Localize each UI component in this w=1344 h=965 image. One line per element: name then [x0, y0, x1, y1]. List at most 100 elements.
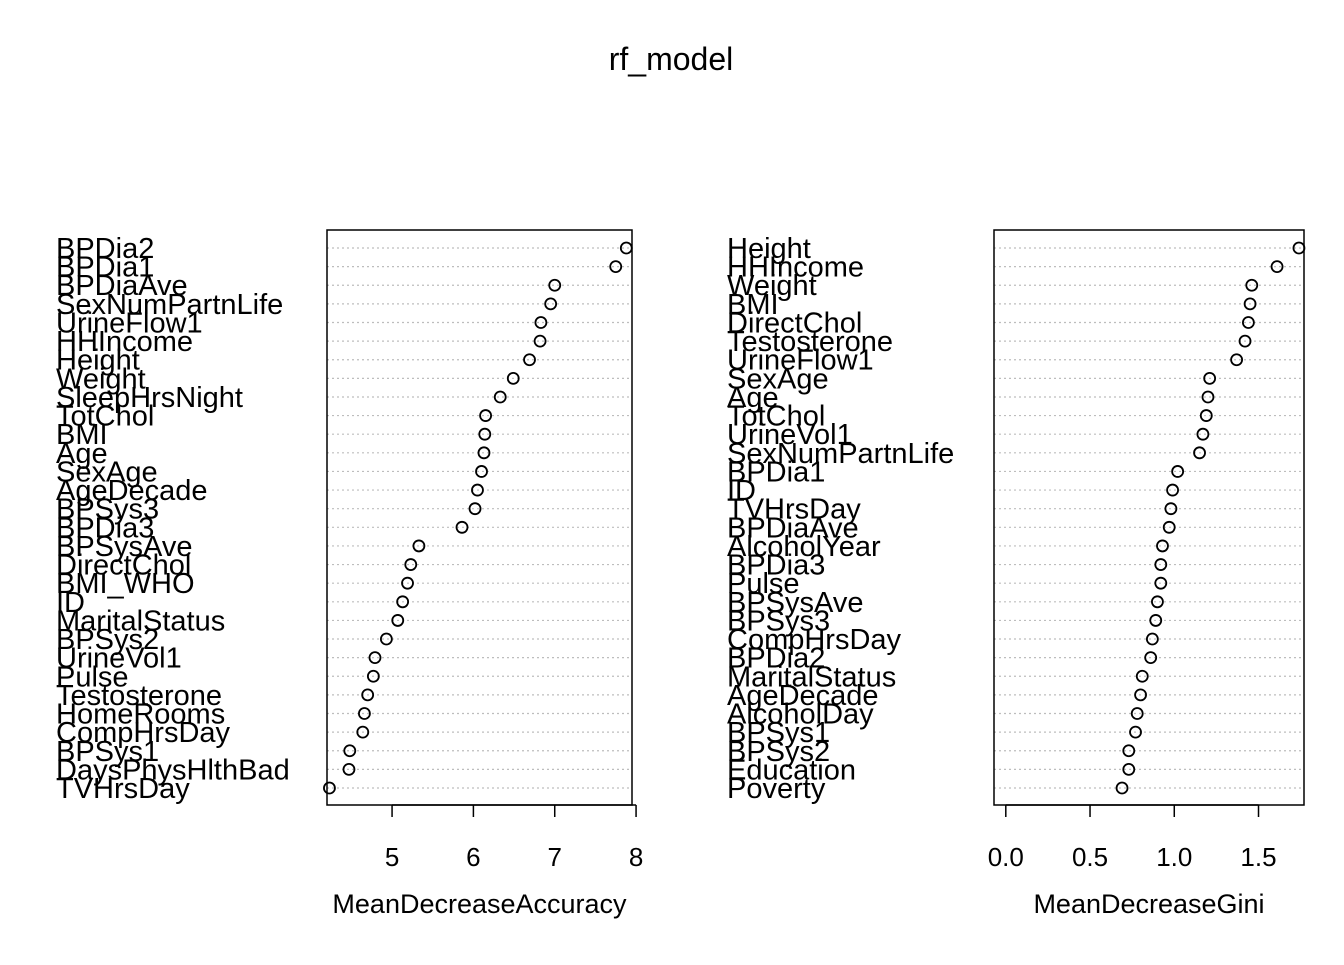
row-label: HHIncome	[56, 326, 193, 358]
data-point	[1166, 483, 1179, 497]
row-label: Age	[727, 382, 779, 414]
data-point	[534, 316, 548, 329]
row-label: Height	[727, 233, 811, 265]
data-point	[479, 409, 493, 422]
data-point	[379, 632, 393, 646]
data-point	[1201, 390, 1215, 404]
row-label: BPSys3	[727, 605, 830, 637]
data-point	[356, 725, 370, 739]
data-point	[1162, 520, 1176, 534]
row-label: Pulse	[727, 568, 800, 600]
data-point	[455, 520, 469, 534]
data-point	[343, 744, 357, 758]
data-point	[1245, 278, 1259, 292]
data-point	[366, 669, 380, 683]
data-point	[609, 260, 623, 274]
row-label: Height	[56, 345, 140, 377]
data-point	[1171, 465, 1185, 478]
row-label: BPSysAve	[727, 587, 863, 619]
row-label: BPDia1	[727, 456, 825, 488]
data-point	[323, 781, 336, 795]
data-point	[1144, 651, 1158, 665]
data-point	[1122, 762, 1136, 776]
plot-frame	[993, 229, 1305, 806]
row-label: TotChol	[727, 401, 825, 433]
data-point	[391, 614, 405, 627]
panel-mean-decrease-gini: HeightHHIncomeWeightBMIDirectCholTestost…	[727, 229, 1306, 919]
row-label: Pulse	[56, 661, 129, 693]
row-label: Testosterone	[727, 326, 893, 358]
chart-title: rf_model	[609, 41, 734, 77]
data-point	[1129, 725, 1142, 739]
data-point	[361, 688, 375, 702]
row-label: BPSys2	[727, 736, 830, 768]
x-tick-label: 1.0	[1156, 842, 1192, 872]
data-point	[493, 390, 507, 404]
data-point	[1134, 688, 1147, 702]
row-label: Weight	[56, 363, 146, 395]
row-label: BPDia2	[56, 233, 154, 265]
row-label: CompHrsDay	[727, 624, 902, 656]
row-label: MaritalStatus	[727, 661, 896, 693]
data-point	[1196, 427, 1210, 441]
data-point	[1242, 316, 1255, 329]
x-tick-label: 7	[547, 842, 561, 872]
data-point	[358, 707, 371, 720]
row-label: HHIncome	[727, 252, 864, 284]
row-label: BPDia3	[56, 512, 154, 544]
row-label: UrineVol1	[56, 643, 182, 675]
data-point	[412, 539, 426, 553]
data-point	[1151, 595, 1164, 609]
row-label: BPDia2	[727, 643, 825, 675]
x-tick-label: 0.0	[988, 842, 1024, 872]
data-point	[396, 595, 410, 609]
data-point	[1154, 576, 1168, 590]
data-point	[1156, 539, 1169, 553]
data-point	[548, 278, 562, 292]
data-point	[1203, 371, 1217, 385]
row-label: BPSys2	[56, 624, 159, 656]
row-label: CompHrsDay	[56, 717, 231, 749]
plot-frame	[326, 229, 633, 806]
row-label: SexAge	[56, 456, 158, 488]
row-label: Education	[727, 754, 856, 786]
data-point	[468, 502, 482, 516]
row-label: BMI_WHO	[56, 568, 195, 600]
data-point	[478, 427, 492, 441]
row-label: TVHrsDay	[727, 494, 861, 526]
row-label: TotChol	[56, 401, 154, 433]
data-point	[1145, 632, 1159, 646]
data-point	[1270, 260, 1284, 274]
row-label: SleepHrsNight	[56, 382, 243, 414]
x-tick-label: 0.5	[1072, 842, 1108, 872]
data-point	[1238, 334, 1252, 348]
data-point	[368, 651, 382, 665]
data-point	[477, 446, 491, 460]
row-label: BMI	[727, 289, 779, 321]
row-label: BPDiaAve	[56, 270, 188, 302]
x-tick-label: 6	[466, 842, 480, 872]
data-point	[404, 558, 418, 571]
row-label: DaysPhysHlthBad	[56, 754, 290, 786]
row-label: UrineFlow1	[727, 345, 874, 377]
data-point	[1199, 409, 1213, 422]
row-label: AlcoholYear	[727, 531, 881, 563]
data-point	[1149, 614, 1163, 627]
row-label: Poverty	[727, 773, 826, 805]
row-label: Weight	[727, 270, 817, 302]
data-point	[523, 353, 536, 367]
row-label: BPSys3	[56, 494, 159, 526]
row-label: SexNumPartnLife	[56, 289, 283, 321]
row-label: ID	[56, 587, 85, 619]
row-label: BPDia1	[56, 252, 154, 284]
data-point	[1122, 744, 1136, 758]
row-label: DirectChol	[56, 550, 191, 582]
data-point	[342, 762, 356, 776]
row-label: BPSys1	[727, 717, 830, 749]
row-label: BMI	[56, 419, 108, 451]
x-tick-label: 8	[629, 842, 643, 872]
row-label: Testosterone	[56, 680, 222, 712]
